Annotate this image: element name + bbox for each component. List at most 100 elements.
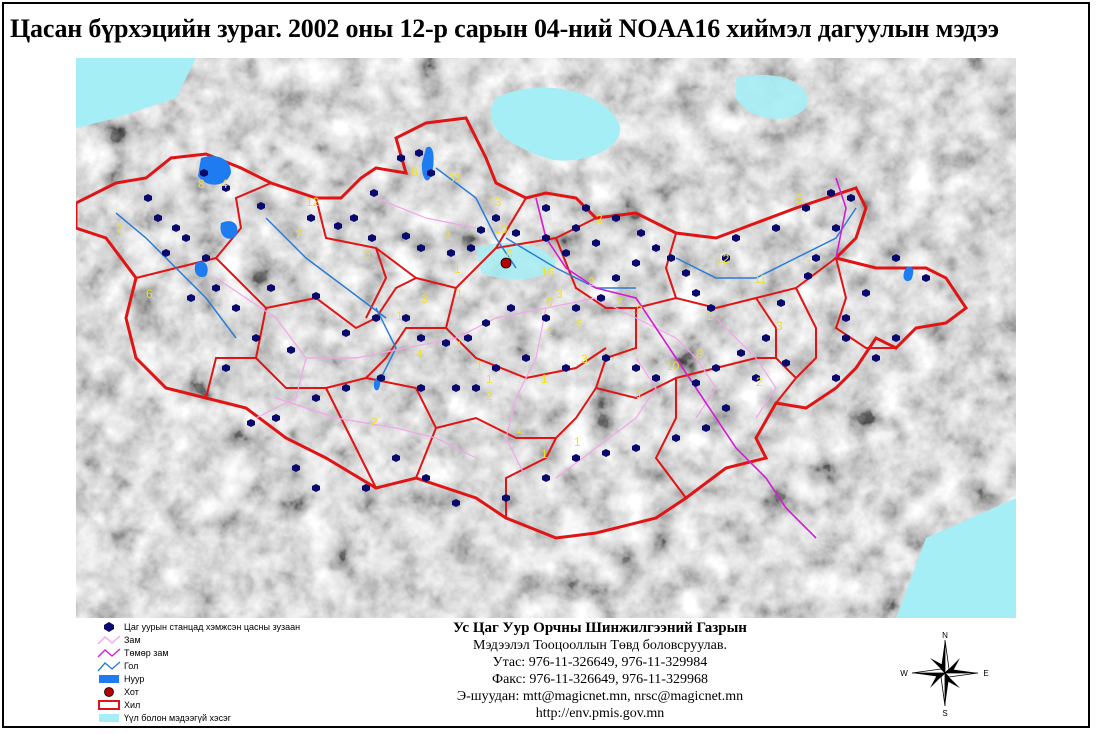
- lake-khar: [194, 261, 208, 278]
- station-marker: [222, 364, 230, 372]
- station-marker: [492, 364, 500, 372]
- station-marker: [334, 222, 342, 230]
- station-marker: [632, 259, 640, 267]
- snow-depth-label: 1: [574, 435, 581, 449]
- snow-depth-label: 5: [364, 247, 371, 261]
- snow-depth-label: 2: [444, 229, 451, 243]
- station-marker: [312, 292, 320, 300]
- station-marker: [692, 289, 700, 297]
- station-marker: [667, 254, 675, 262]
- station-marker: [342, 384, 350, 392]
- legend-item-station: Цаг уурын станцад хэмжсэн цасны зузаан: [96, 620, 300, 633]
- station-marker: [602, 449, 610, 457]
- station-marker: [372, 314, 380, 322]
- station-marker: [417, 384, 425, 392]
- cloud-patch: [76, 58, 196, 128]
- legend: Цаг уурын станцад хэмжсэн цасны зузаан З…: [96, 620, 426, 724]
- snow-depth-label: 4: [416, 347, 423, 361]
- snow-depth-label: 16: [541, 265, 555, 279]
- station-marker: [632, 364, 640, 372]
- lake-buir: [903, 266, 914, 282]
- station-marker: [368, 234, 376, 242]
- station-marker: [562, 364, 570, 372]
- snow-depth-label: 8: [696, 347, 703, 361]
- snow-depth-label: 1: [454, 262, 461, 276]
- station-marker: [257, 202, 265, 210]
- legend-label-road: Зам: [124, 634, 141, 645]
- station-marker: [597, 294, 605, 302]
- agency-name: Ус Цаг Уур Орчны Шинжилгээний Газрын: [453, 620, 747, 636]
- aimag-borders: [135, 182, 896, 518]
- snow-depth-label: 6: [146, 287, 153, 301]
- station-marker: [562, 249, 570, 257]
- snow-depth-label: 2: [296, 227, 303, 241]
- station-marker: [762, 334, 770, 342]
- station-marker: [162, 249, 170, 257]
- lake-khar-us: [220, 221, 238, 239]
- compass-w: W: [900, 669, 908, 678]
- legend-label-city: Хот: [124, 686, 139, 697]
- snow-depth-label: 2: [371, 415, 378, 429]
- snow-depth-label: 31: [448, 171, 462, 185]
- snow-depth-label: 1: [476, 359, 483, 373]
- snow-depth-label: 1: [516, 422, 523, 436]
- station-marker: [492, 214, 500, 222]
- station-marker: [777, 299, 785, 307]
- station-marker: [232, 304, 240, 312]
- compass-e: E: [983, 669, 988, 678]
- station-marker: [832, 374, 840, 382]
- station-marker: [350, 214, 358, 222]
- station-marker: [652, 244, 660, 252]
- snow-depth-label: 6: [506, 247, 513, 261]
- station-marker: [507, 304, 515, 312]
- station-marker: [632, 444, 640, 452]
- weather-stations: [144, 149, 930, 507]
- station-marker: [202, 254, 210, 262]
- snow-depth-label: 1: [456, 339, 463, 353]
- station-marker: [842, 314, 850, 322]
- station-marker: [732, 234, 740, 242]
- station-marker: [172, 224, 180, 232]
- publisher-info: Ус Цаг Уур Орчны Шинжилгээний Газрын Мэд…: [400, 620, 800, 722]
- station-marker: [612, 214, 620, 222]
- website-link[interactable]: http://env.pmis.gov.mn: [535, 706, 665, 721]
- snow-depth-label: 1: [706, 309, 713, 323]
- legend-label-station: Цаг уурын станцад хэмжсэн цасны зузаан: [124, 621, 301, 632]
- station-marker: [397, 154, 405, 162]
- snow-depth-label: 2: [616, 295, 623, 309]
- city-ulaanbaatar: [500, 257, 512, 269]
- station-marker: [542, 234, 550, 242]
- snow-depth-label: 2: [486, 389, 493, 403]
- snow-depth-label: 3: [581, 352, 588, 366]
- snow-depth-label: 3: [421, 292, 428, 306]
- station-marker: [144, 194, 152, 202]
- snow-depth-label: 1: [396, 309, 403, 323]
- station-marker: [782, 359, 790, 367]
- legend-label-cloud: Үүл болон мэдээгүй хэсэг: [124, 712, 232, 723]
- snow-depth-label: 1: [806, 257, 813, 271]
- station-marker: [312, 484, 320, 492]
- station-marker: [572, 304, 580, 312]
- station-marker: [392, 454, 400, 462]
- station-marker: [542, 314, 550, 322]
- processing-center: Мэдээлэл Тооцооллын Төвд боловсруулав.: [473, 638, 727, 653]
- station-marker: [477, 226, 485, 234]
- station-marker: [252, 334, 260, 342]
- cloud-patch: [476, 243, 556, 280]
- station-marker: [452, 499, 460, 507]
- station-marker: [802, 204, 810, 212]
- legend-item-lake: Нуур: [96, 672, 144, 685]
- snow-depth-label: 4: [221, 177, 228, 191]
- station-marker: [842, 334, 850, 342]
- station-marker: [182, 234, 190, 242]
- snow-depth-label: 1: [636, 387, 643, 401]
- station-marker: [672, 434, 680, 442]
- snow-depth-label: 10: [494, 222, 508, 236]
- compass-rose: N S E W: [900, 628, 990, 718]
- station-marker: [572, 454, 580, 462]
- station-marker: [722, 254, 730, 262]
- station-marker: [582, 204, 590, 212]
- snow-depth-label: 1: [541, 372, 548, 386]
